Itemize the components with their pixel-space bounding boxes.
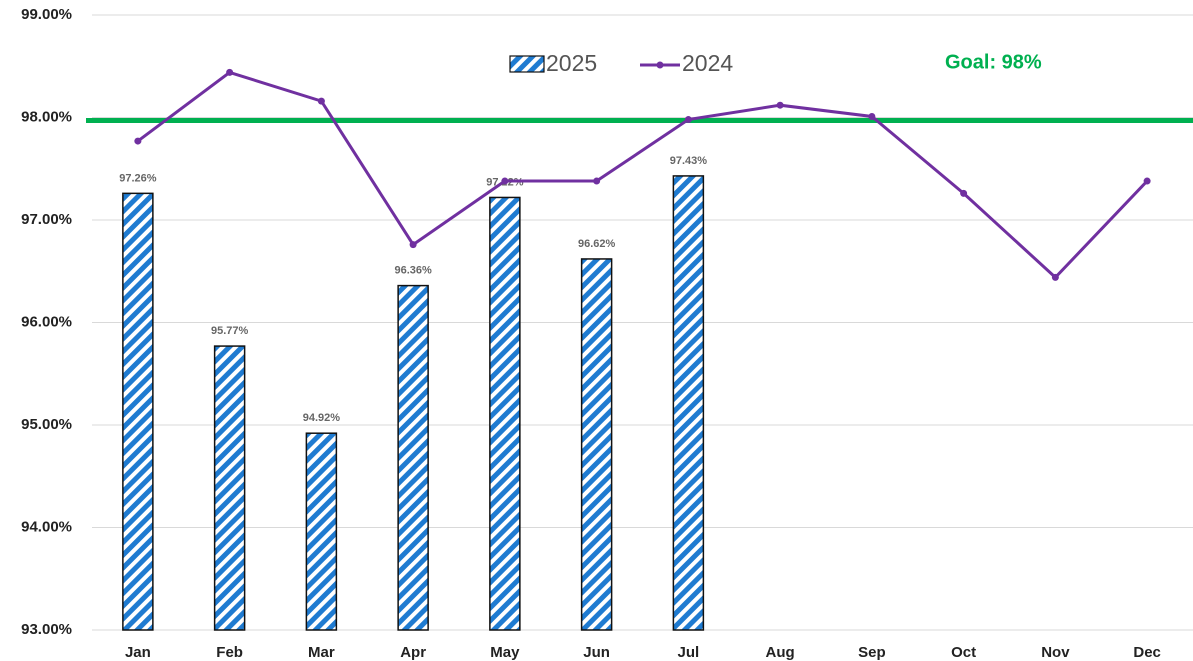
y-tick-label: 93.00% <box>21 621 72 638</box>
data-label: 96.36% <box>394 265 432 277</box>
y-tick-label: 96.00% <box>21 313 72 330</box>
y-tick-label: 98.00% <box>21 108 72 125</box>
y-tick-label: 97.00% <box>21 211 72 228</box>
bar <box>580 258 613 631</box>
line-marker <box>593 177 601 185</box>
x-tick-label: May <box>490 644 520 661</box>
bar <box>122 192 154 631</box>
x-tick-label: Mar <box>308 644 335 661</box>
x-tick-label: Jun <box>583 644 610 661</box>
x-tick-label: Oct <box>951 644 976 661</box>
data-label: 96.62% <box>578 238 616 250</box>
y-tick-label: 94.00% <box>21 518 72 535</box>
x-tick-label: Apr <box>400 644 426 661</box>
x-tick-label: Sep <box>858 644 886 661</box>
legend-swatch <box>509 55 545 73</box>
legend-marker <box>656 61 664 69</box>
line-marker <box>960 189 968 197</box>
line-marker <box>684 116 692 124</box>
line <box>136 70 1149 280</box>
bar <box>305 432 338 631</box>
x-tick-label: Aug <box>766 644 795 661</box>
line-marker <box>409 241 417 249</box>
y-tick-label: 95.00% <box>21 416 72 433</box>
line-marker <box>226 68 234 76</box>
line-marker <box>868 112 876 120</box>
line-marker <box>776 101 784 109</box>
line-marker <box>317 97 325 105</box>
bar <box>672 175 705 631</box>
data-label: 97.26% <box>119 172 157 184</box>
data-label: 97.43% <box>670 155 708 167</box>
x-tick-label: Feb <box>216 644 243 661</box>
goal-label: Goal: 98% <box>945 51 1042 73</box>
bar <box>489 196 521 631</box>
x-tick-label: Nov <box>1041 644 1070 661</box>
x-tick-label: Jul <box>678 644 700 661</box>
legend-label: 2025 <box>546 50 597 76</box>
line-marker <box>1143 177 1151 185</box>
bar <box>213 345 246 631</box>
line-marker <box>501 177 509 185</box>
line-marker <box>134 137 142 145</box>
x-tick-label: Dec <box>1133 644 1161 661</box>
legend-label: 2024 <box>682 50 733 76</box>
line-marker <box>1051 273 1059 281</box>
data-label: 94.92% <box>303 412 341 424</box>
bar <box>397 284 429 631</box>
x-tick-label: Jan <box>125 644 151 661</box>
data-label: 95.77% <box>211 325 249 337</box>
y-tick-label: 99.00% <box>21 6 72 23</box>
